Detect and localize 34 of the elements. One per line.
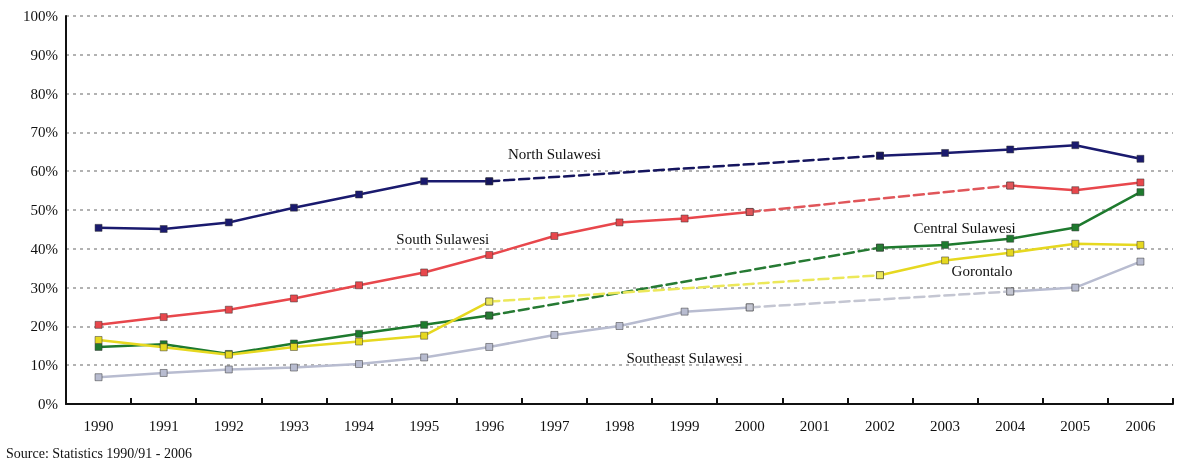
y-tick-label: 10%	[30, 357, 58, 374]
x-tick-label: 1993	[278, 417, 309, 434]
x-tick-label: 1997	[539, 417, 570, 434]
x-tick-label: 1996	[474, 417, 505, 434]
y-tick-label: 0%	[38, 396, 58, 412]
x-tick-label: 1991	[148, 417, 179, 434]
x-tick-label: 1992	[213, 417, 244, 434]
x-tick-label: 2002	[864, 417, 895, 434]
x-tick-label: 2003	[930, 417, 961, 434]
y-tick-label: 100%	[23, 8, 58, 24]
series-label: South Sulawesi	[396, 231, 490, 248]
x-tick-label: 2006	[1125, 417, 1156, 434]
y-tick-label: 80%	[30, 85, 58, 102]
x-tick-label: 1995	[409, 417, 440, 434]
y-tick-label: 30%	[30, 279, 58, 296]
x-tick-label: 1998	[604, 417, 635, 434]
y-tick-label: 20%	[30, 318, 58, 335]
x-tick-label: 1990	[83, 417, 114, 434]
y-tick-label: 70%	[30, 124, 58, 141]
x-tick-label: 2000	[734, 417, 765, 434]
y-tick-label: 90%	[30, 46, 58, 63]
series-label: North Sulawesi	[507, 145, 601, 162]
x-tick-label: 1994	[344, 417, 375, 434]
source-note: Source: Statistics 1990/91 - 2006	[6, 445, 192, 461]
x-tick-label: 2004	[995, 417, 1026, 434]
series-label: Gorontalo	[951, 263, 1013, 280]
x-tick-label: 2005	[1060, 417, 1091, 434]
y-tick-label: 60%	[30, 163, 58, 180]
series-label: Central Sulawesi	[913, 220, 1016, 237]
x-tick-label: 2001	[799, 417, 830, 434]
y-tick-label: 50%	[30, 202, 58, 218]
x-tick-label: 1999	[669, 417, 700, 434]
y-tick-label: 40%	[30, 240, 58, 257]
series-label: Southeast Sulawesi	[626, 350, 743, 367]
